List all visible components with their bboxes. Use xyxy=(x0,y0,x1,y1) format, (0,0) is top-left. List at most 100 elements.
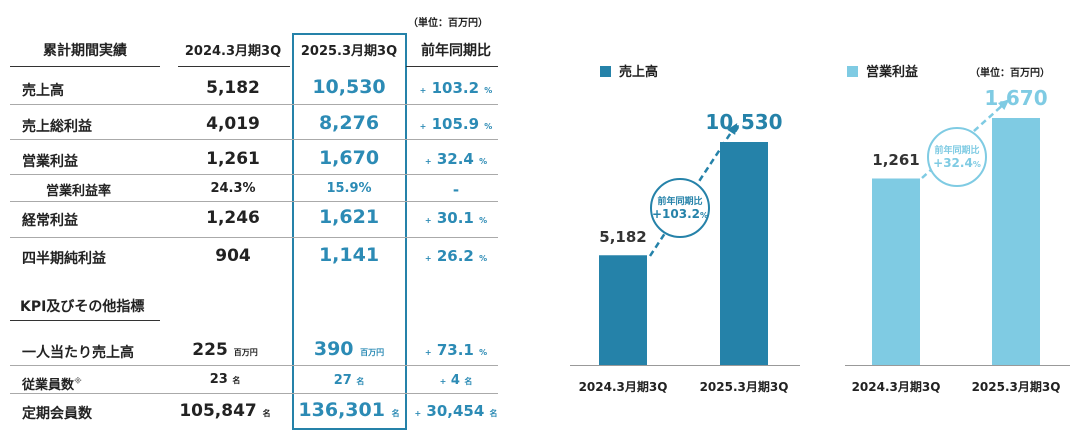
kpi-label: 従業員数※ xyxy=(22,374,82,393)
yoy-unit: 名 xyxy=(464,377,473,386)
row-curr-value: 1,670 xyxy=(318,147,380,169)
yoy-unit: 名 xyxy=(489,409,498,418)
row-label: 四半期純利益 xyxy=(22,251,106,267)
kpi-prev-value: 105,847 名 xyxy=(170,401,280,421)
kpi-label: 定期会員数 xyxy=(22,403,92,423)
bar-0 xyxy=(872,178,920,365)
value: 225 xyxy=(192,340,228,360)
row-label: 営業利益 xyxy=(22,154,78,170)
kpi-label-text: 定期会員数 xyxy=(22,406,92,422)
divider xyxy=(178,66,290,67)
kpi-label-text: 従業員数 xyxy=(22,378,75,393)
annotation-title: 前年同期比 xyxy=(657,197,703,207)
value: 27 xyxy=(333,373,352,388)
plus-sign: + xyxy=(424,254,432,263)
bar-value-label: 1,261 xyxy=(872,151,920,170)
legend-swatch xyxy=(847,66,858,77)
plus-sign: + xyxy=(424,157,432,166)
bar-0 xyxy=(599,255,647,365)
row-label: 売上総利益 xyxy=(22,119,92,135)
row-curr-value: 1,621 xyxy=(318,206,380,228)
header-yoy: 前年同期比 xyxy=(421,43,491,59)
yoy-annotation-circle: 前年同期比 +103.2% xyxy=(650,178,710,238)
legend-label: 売上高 xyxy=(619,65,659,80)
row-divider xyxy=(10,174,498,175)
kpi-yoy: + 4 名 xyxy=(410,373,502,388)
unit: 名 xyxy=(356,377,365,386)
yoy-value: 26.2 xyxy=(436,247,474,265)
plus-sign: + xyxy=(424,216,432,225)
x-tick-label: 2025.3月期3Q xyxy=(699,380,789,394)
yoy-unit: % xyxy=(484,122,493,131)
row-yoy: + 26.2 % xyxy=(410,247,502,265)
row-prev-value: 1,246 xyxy=(206,208,260,228)
legend-sales: 売上高 xyxy=(600,61,658,80)
unit: 百万円 xyxy=(360,348,385,357)
plus-sign: + xyxy=(419,86,427,95)
header-period-results: 累計期間実績 xyxy=(43,43,127,59)
kpi-label: 一人当たり売上高 xyxy=(22,342,134,362)
row-yoy: + 105.9 % xyxy=(410,115,502,133)
yoy-annotation-circle: 前年同期比 +32.4% xyxy=(927,127,987,187)
value: 390 xyxy=(313,338,354,360)
kpi-curr-value: 390 百万円 xyxy=(292,338,406,360)
value: 23 xyxy=(209,372,228,387)
yoy-unit: % xyxy=(479,348,488,357)
kpi-curr-value: 27 名 xyxy=(292,373,406,388)
annotation-title: 前年同期比 xyxy=(934,146,980,156)
row-yoy: + 32.4 % xyxy=(410,150,502,168)
value: 105,847 xyxy=(179,401,257,421)
yoy-unit: % xyxy=(479,157,488,166)
kpi-curr-value: 136,301 名 xyxy=(292,399,406,421)
yoy-value: 103.2 xyxy=(431,79,480,97)
kpi-prev-value: 225 百万円 xyxy=(170,340,280,360)
bar-value-label: 5,182 xyxy=(599,228,647,247)
yoy-value: 105.9 xyxy=(431,115,480,133)
unit-note: （単位：百万円） xyxy=(408,18,488,29)
yoy-value: 4 xyxy=(450,373,460,388)
plus-sign: + xyxy=(439,377,447,386)
footnote-mark: ※ xyxy=(74,376,82,386)
row-curr-value: 8,276 xyxy=(318,112,380,134)
bar-value-label: 10,530 xyxy=(705,110,783,134)
kpi-prev-value: 23 名 xyxy=(170,372,280,387)
row-curr-value: 1,141 xyxy=(318,244,380,266)
yoy-unit: % xyxy=(479,216,488,225)
x-tick-label: 2024.3月期3Q xyxy=(851,380,941,394)
row-prev-value: 1,261 xyxy=(206,149,260,169)
highlight-column-box xyxy=(292,33,407,430)
arrow-head-icon xyxy=(998,98,1010,110)
annotation-value: +103.2% xyxy=(652,207,709,221)
legend-operating-profit: 営業利益 xyxy=(847,61,918,80)
unit: 名 xyxy=(262,409,271,418)
bar-value-label: 1,670 xyxy=(984,86,1048,110)
growth-arrow xyxy=(648,127,736,257)
bar-1 xyxy=(992,118,1040,365)
yoy-value: 30,454 xyxy=(426,402,485,420)
divider xyxy=(406,66,498,67)
x-tick-label: 2024.3月期3Q xyxy=(578,380,668,394)
kpi-label-text: 一人当たり売上高 xyxy=(22,345,134,361)
header-prev-year: 2024.3月期3Q xyxy=(184,44,282,59)
yoy-value: 32.4 xyxy=(436,150,474,168)
annotation-value: +32.4% xyxy=(933,156,981,170)
row-prev-value: 24.3% xyxy=(210,181,256,196)
row-prev-value: 4,019 xyxy=(206,114,260,134)
plus-sign: + xyxy=(414,409,422,418)
yoy-unit: % xyxy=(479,254,488,263)
row-curr-value: 15.9% xyxy=(326,181,372,196)
row-label: 営業利益率 xyxy=(46,184,112,199)
yoy-value: 73.1 xyxy=(436,341,474,359)
row-divider xyxy=(10,365,498,366)
plus-sign: + xyxy=(419,122,427,131)
row-prev-value: 5,182 xyxy=(206,78,260,98)
unit: 名 xyxy=(391,409,400,418)
chart-unit-note: （単位：百万円） xyxy=(970,68,1050,79)
arrow-head-icon xyxy=(727,122,738,135)
kpi-yoy: + 73.1 % xyxy=(410,341,502,359)
row-divider xyxy=(10,139,498,140)
row-label: 売上高 xyxy=(22,83,64,99)
value: 136,301 xyxy=(298,399,385,421)
row-divider xyxy=(10,104,498,105)
